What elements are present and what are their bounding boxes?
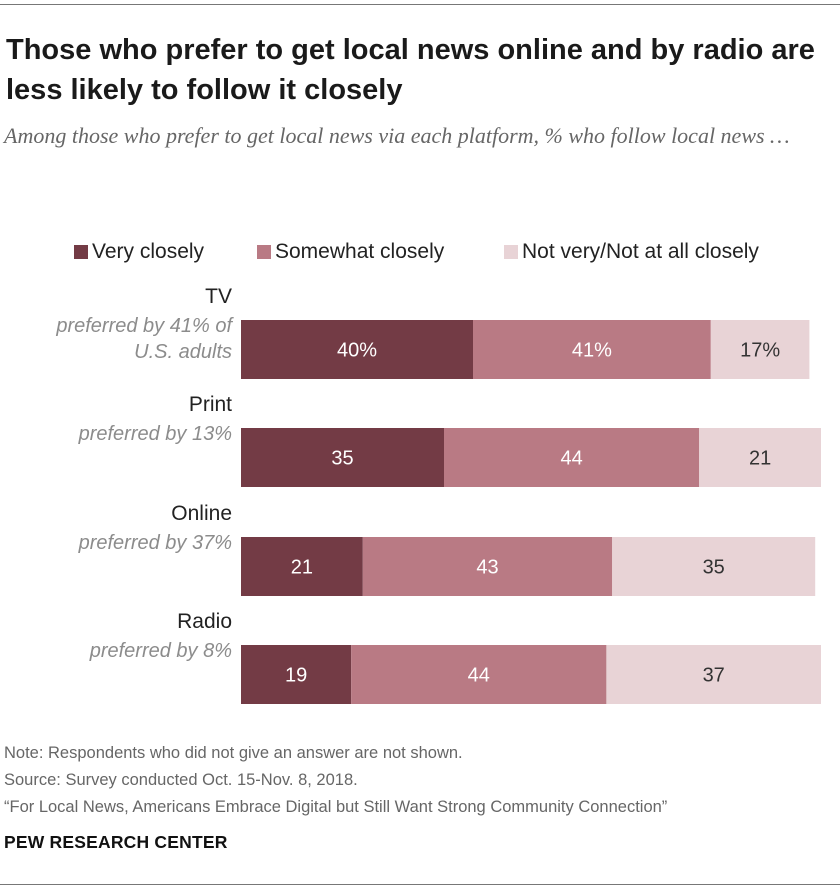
report-title-text: “For Local News, Americans Embrace Digit… (4, 798, 668, 816)
legend: Very closely Somewhat closely Not very/N… (0, 240, 840, 264)
data-label-radio-not-very-not-at-all-closely: 37 (703, 665, 725, 687)
legend-label-very-closely: Very closely (92, 240, 205, 263)
data-label-tv-very-closely: 40% (337, 340, 377, 362)
bottom-rule (0, 884, 840, 885)
bar-segment-tv-very-closely (241, 320, 473, 379)
category-label-online: Online (171, 502, 232, 525)
note-text: Note: Respondents who did not give an an… (4, 744, 463, 762)
bar-row-print: Print preferred by 13% 35 44 21 (78, 393, 821, 487)
bar-segment-radio-very-closely (241, 645, 352, 704)
category-sublabel-online: preferred by 37% (78, 532, 232, 554)
data-label-radio-somewhat-closely: 44 (468, 665, 490, 687)
bar-segment-print-not-very-not-at-all-closely (699, 428, 821, 487)
legend-item-not-very-closely: Not very/Not at all closely (504, 240, 759, 264)
data-label-online-not-very-not-at-all-closely: 35 (703, 557, 725, 579)
category-sublabel-radio: preferred by 8% (89, 640, 232, 662)
chart-title: Those who prefer to get local news onlin… (6, 34, 815, 106)
data-label-tv-somewhat-closely: 41% (572, 340, 612, 362)
category-sublabel-tv: preferred by 41% of U.S. adults (55, 315, 234, 363)
chart-notes: Note: Respondents who did not give an an… (4, 740, 834, 821)
bar-segment-tv-somewhat-closely (473, 320, 711, 379)
brand-name: PEW RESEARCH CENTER (4, 832, 228, 852)
legend-label-not-very-closely: Not very/Not at all closely (522, 240, 759, 263)
category-label-print: Print (189, 393, 232, 416)
data-label-online-somewhat-closely: 43 (476, 557, 498, 579)
bar-segment-print-very-closely (241, 428, 444, 487)
legend-swatch-very-closely (74, 245, 88, 259)
legend-item-somewhat-closely: Somewhat closely (257, 240, 444, 264)
bar-segment-radio-somewhat-closely (351, 645, 607, 704)
bar-segment-radio-not-very-not-at-all-closely (606, 645, 821, 704)
legend-swatch-not-very-closely (504, 245, 518, 259)
legend-label-somewhat-closely: Somewhat closely (275, 240, 445, 263)
category-sublabel-print: preferred by 13% (78, 423, 232, 445)
top-rule (0, 4, 840, 5)
legend-item-very-closely: Very closely (74, 240, 204, 264)
data-label-print-very-closely: 35 (331, 448, 353, 470)
data-label-online-very-closely: 21 (291, 557, 313, 579)
data-label-print-somewhat-closely: 44 (560, 448, 582, 470)
bar-segment-tv-not-very-not-at-all-closely (710, 320, 810, 379)
category-label-tv: TV (205, 285, 232, 308)
bar-row-tv: TV preferred by 41% of U.S. adults 40% 41% 17… (55, 285, 810, 379)
bar-segment-online-somewhat-closely (362, 537, 613, 596)
bar-row-online: Online preferred by 37% 21 43 35 (78, 502, 816, 596)
bar-segment-online-very-closely (241, 537, 363, 596)
chart-subtitle: Among those who prefer to get local news… (4, 123, 790, 148)
data-label-radio-very-closely: 19 (285, 665, 307, 687)
source-text: Source: Survey conducted Oct. 15-Nov. 8,… (4, 771, 358, 789)
data-label-tv-not-very-not-at-all-closely: 17% (740, 340, 780, 362)
bar-row-radio: Radio preferred by 8% 19 44 37 (89, 610, 821, 704)
legend-swatch-somewhat-closely (257, 245, 271, 259)
stacked-bar-chart: TV preferred by 41% of U.S. adults 40% 41% 17… (55, 285, 821, 704)
category-label-radio: Radio (177, 610, 232, 633)
data-label-print-not-very-not-at-all-closely: 21 (749, 448, 771, 470)
bar-segment-online-not-very-not-at-all-closely (612, 537, 816, 596)
bar-segment-print-somewhat-closely (444, 428, 700, 487)
